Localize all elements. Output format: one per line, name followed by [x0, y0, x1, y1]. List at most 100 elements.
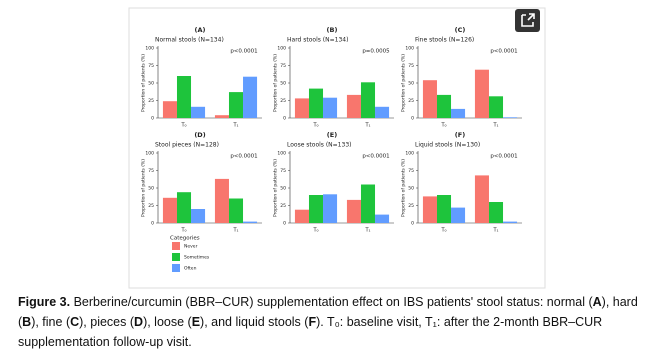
x-tick-label: T₀ — [312, 123, 318, 129]
caption-run: Berberine/curcumin (BBR–CUR) supplementa… — [70, 295, 593, 309]
expand-button[interactable] — [515, 9, 540, 32]
x-tick-label: T₁ — [232, 228, 238, 234]
bar — [360, 82, 376, 118]
panel-title: Fine stools (N=126) — [415, 37, 474, 44]
y-tick-label: 25 — [280, 203, 286, 209]
y-axis-label: Proportion of patients (%) — [401, 54, 407, 112]
p-value: p<0.0001 — [362, 154, 389, 160]
bar — [503, 117, 518, 118]
y-tick-label: 100 — [277, 46, 286, 52]
y-tick-label: 100 — [405, 46, 414, 52]
caption-run: B — [22, 315, 32, 329]
y-tick-label: 25 — [148, 98, 154, 104]
x-tick-label: T₁ — [492, 123, 498, 129]
bar — [488, 96, 504, 118]
caption-run: ), hard ( — [18, 295, 638, 329]
caption-run: ), fine ( — [31, 315, 71, 329]
y-tick-label: 100 — [145, 46, 154, 52]
bar — [422, 196, 437, 223]
figure-frame — [128, 7, 546, 289]
caption-run: ), loose ( — [143, 315, 192, 329]
panel-title: Normal stools (N=134) — [155, 37, 224, 44]
bar — [214, 178, 229, 223]
x-tick-label: T₁ — [232, 123, 238, 129]
caption-run: ), and liquid stools ( — [200, 315, 309, 329]
expand-bg[interactable] — [515, 9, 540, 32]
y-axis-label: Proportion of patients (%) — [141, 159, 147, 217]
bar — [422, 80, 437, 118]
legend-swatch — [172, 242, 180, 250]
y-tick-label: 50 — [148, 186, 154, 192]
bar — [436, 94, 452, 118]
y-tick-label: 75 — [408, 63, 414, 69]
y-tick-label: 50 — [408, 186, 414, 192]
caption-run: A — [592, 295, 602, 309]
panel-letter: (A) — [195, 26, 206, 34]
bar — [375, 106, 390, 118]
bar — [243, 76, 258, 118]
bar — [162, 197, 177, 223]
p-value: p<0.0001 — [490, 49, 517, 55]
caption-run: ). T₀: baseline visit, T₁: after the 2-m… — [18, 315, 603, 349]
p-value: p=0.0005 — [362, 49, 390, 55]
expand-icon[interactable] — [521, 13, 535, 27]
y-tick-label: 0 — [151, 116, 154, 122]
y-axis-label: Proportion of patients (%) — [273, 54, 279, 112]
caption-run: C — [70, 315, 80, 329]
bar — [308, 88, 324, 118]
panel-title: Hard stools (N=134) — [287, 37, 348, 44]
y-tick-label: 0 — [151, 221, 154, 227]
p-value: p<0.0001 — [490, 154, 517, 160]
y-tick-label: 75 — [280, 63, 286, 69]
y-axis-label: Proportion of patients (%) — [141, 54, 147, 112]
bar — [436, 195, 452, 223]
y-tick-label: 75 — [408, 168, 414, 174]
y-tick-label: 75 — [148, 63, 154, 69]
y-tick-label: 75 — [148, 168, 154, 174]
bar — [503, 221, 518, 223]
bar — [176, 192, 192, 223]
panel-letter: (E) — [327, 131, 337, 139]
y-tick-label: 75 — [280, 168, 286, 174]
p-value: p<0.0001 — [230, 154, 257, 160]
x-tick-label: T₀ — [180, 123, 186, 129]
y-tick-label: 0 — [411, 116, 414, 122]
y-tick-label: 50 — [148, 81, 154, 87]
bar — [191, 106, 206, 118]
x-tick-label: T₁ — [492, 228, 498, 234]
bar — [191, 209, 206, 223]
bar — [375, 214, 390, 223]
legend-label: Sometimes — [184, 255, 210, 261]
bar — [474, 69, 489, 118]
panel-title: Liquid stools (N=130) — [415, 142, 480, 149]
y-tick-label: 100 — [405, 151, 414, 157]
bar — [162, 101, 177, 118]
bar — [488, 202, 504, 223]
bar — [176, 76, 192, 118]
bar — [451, 108, 466, 118]
x-tick-label: T₀ — [180, 228, 186, 234]
legend-label: Often — [184, 266, 197, 272]
bar — [214, 115, 229, 118]
bar — [323, 97, 338, 118]
bar — [323, 194, 338, 223]
y-axis-label: Proportion of patients (%) — [401, 159, 407, 217]
x-tick-label: T₀ — [440, 123, 446, 129]
bar — [346, 94, 361, 118]
bar — [243, 221, 258, 223]
panel-letter: (B) — [327, 26, 338, 34]
y-tick-label: 25 — [408, 98, 414, 104]
x-tick-label: T₀ — [440, 228, 446, 234]
y-axis-label: Proportion of patients (%) — [273, 159, 279, 217]
bar — [228, 92, 244, 118]
caption: Figure 3. Berberine/curcumin (BBR–CUR) s… — [18, 292, 658, 352]
caption-run: E — [191, 315, 201, 329]
y-tick-label: 50 — [408, 81, 414, 87]
caption-run: D — [134, 315, 144, 329]
x-tick-label: T₀ — [312, 228, 318, 234]
caption-run: F — [308, 315, 317, 329]
bar — [346, 199, 361, 223]
panel-letter: (F) — [455, 131, 465, 139]
y-tick-label: 50 — [280, 186, 286, 192]
